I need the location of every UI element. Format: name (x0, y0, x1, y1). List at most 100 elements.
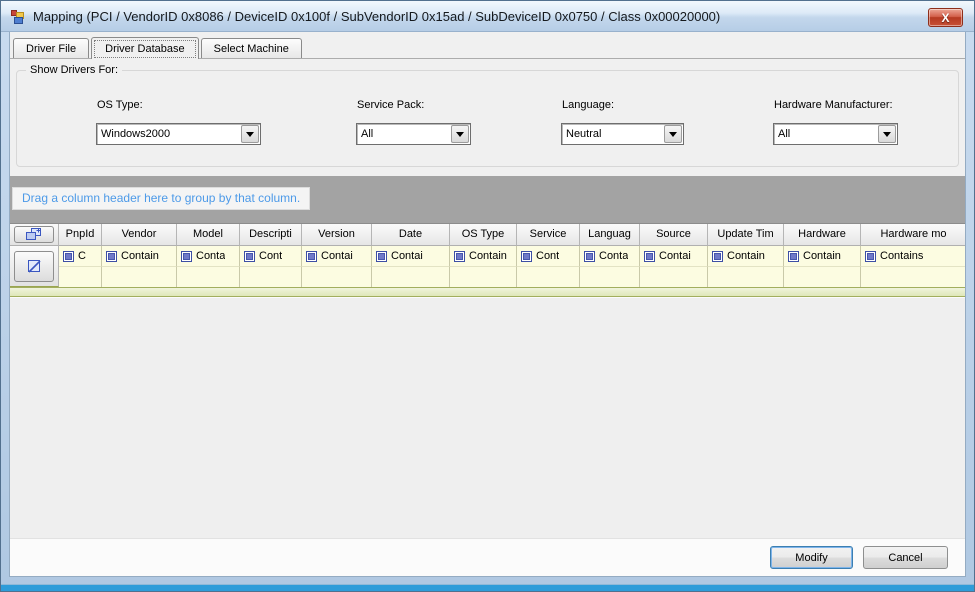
filter-operator-icon[interactable] (521, 250, 532, 262)
filter-operator-label: Contai (391, 250, 423, 262)
column-header-descripti[interactable]: Descripti (240, 224, 302, 246)
filter-column-hardware: Contain (784, 246, 861, 287)
edit-filter-button[interactable] (14, 250, 54, 282)
window-title: Mapping (PCI / VendorID 0x8086 / DeviceI… (33, 9, 721, 24)
filter-column-vendor: Contain (102, 246, 177, 287)
tab-label: Driver Database (105, 43, 185, 55)
filter-input-os-type[interactable] (450, 267, 517, 287)
filter-cell-os-type[interactable]: Contain (450, 246, 517, 267)
combo-language[interactable]: Neutral (561, 123, 684, 145)
filter-cell-service[interactable]: Cont (517, 246, 580, 267)
filter-operator-icon[interactable] (244, 250, 255, 262)
combo-dropdown-button[interactable] (451, 125, 469, 143)
filter-input-source[interactable] (640, 267, 708, 287)
filter-cell-descripti[interactable]: Cont (240, 246, 302, 267)
column-header-service[interactable]: Service (517, 224, 580, 246)
filter-column-os-type: Contain (450, 246, 517, 287)
tab-select-machine[interactable]: Select Machine (200, 38, 302, 58)
field-hardware-manufacturer: Hardware Manufacturer: All (773, 99, 898, 145)
column-header-hardware[interactable]: Hardware (784, 224, 861, 246)
filter-operator-label: Contain (121, 250, 159, 262)
filter-input-vendor[interactable] (102, 267, 177, 287)
cancel-button[interactable]: Cancel (863, 546, 948, 569)
filter-operator-icon[interactable] (306, 250, 317, 262)
filter-operator-icon[interactable] (865, 250, 876, 262)
filter-input-descripti[interactable] (240, 267, 302, 287)
filter-operator-label: Contai (321, 250, 353, 262)
filter-cell-hardware-mo[interactable]: Contains (861, 246, 965, 267)
filter-operator-icon[interactable] (788, 250, 799, 262)
filter-operator-label: Cont (536, 250, 560, 262)
filter-cell-languag[interactable]: Conta (580, 246, 640, 267)
group-by-band[interactable]: Drag a column header here to group by th… (10, 176, 965, 223)
field-service-pack: Service Pack: All (356, 99, 471, 145)
filter-operator-icon[interactable] (376, 250, 387, 262)
filter-input-model[interactable] (177, 267, 240, 287)
filter-cell-update-tim[interactable]: Contain (708, 246, 784, 267)
filter-input-hardware-mo[interactable] (861, 267, 965, 287)
column-header-vendor[interactable]: Vendor (102, 224, 177, 246)
modify-button[interactable]: Modify (770, 546, 853, 569)
footer-button-bar: Modify Cancel (10, 538, 965, 576)
filter-cell-pnpid[interactable]: C (59, 246, 102, 267)
filter-cell-model[interactable]: Conta (177, 246, 240, 267)
column-header-languag[interactable]: Languag (580, 224, 640, 246)
grid-filter-row-wrap: C Contain Conta Cont Contai Contai Contain Cont… (10, 246, 965, 287)
filter-operator-icon[interactable] (712, 250, 723, 262)
column-header-version[interactable]: Version (302, 224, 372, 246)
filter-indicator-cell (10, 246, 59, 287)
column-header-pnpid[interactable]: PnpId (59, 224, 102, 246)
filter-column-descripti: Cont (240, 246, 302, 287)
chevron-down-icon (669, 131, 677, 141)
column-header-source[interactable]: Source (640, 224, 708, 246)
combo-dropdown-button[interactable] (664, 125, 682, 143)
filter-cell-vendor[interactable]: Contain (102, 246, 177, 267)
tab-page-driver-database: Show Drivers For: OS Type: Windows2000 Ser… (10, 59, 965, 538)
filter-input-hardware[interactable] (784, 267, 861, 287)
combo-service-pack[interactable]: All (356, 123, 471, 145)
filter-input-date[interactable] (372, 267, 450, 287)
filter-cell-source[interactable]: Contai (640, 246, 708, 267)
grid-new-row-strip (10, 287, 965, 297)
filter-cell-date[interactable]: Contai (372, 246, 450, 267)
tab-driver-file[interactable]: Driver File (13, 38, 90, 58)
filter-cell-hardware[interactable]: Contain (784, 246, 861, 267)
filter-column-update-tim: Contain (708, 246, 784, 287)
filter-column-model: Conta (177, 246, 240, 287)
filter-column-version: Contai (302, 246, 372, 287)
show-drivers-group: Show Drivers For: OS Type: Windows2000 Ser… (16, 64, 959, 167)
filter-operator-icon[interactable] (644, 250, 655, 262)
combo-os-type[interactable]: Windows2000 (96, 123, 261, 145)
column-header-hardware-mo[interactable]: Hardware mo (861, 224, 965, 246)
window-bottom-edge (1, 584, 974, 591)
grid-body (10, 297, 965, 538)
filter-input-pnpid[interactable] (59, 267, 102, 287)
filter-operator-icon[interactable] (106, 250, 117, 262)
filter-cell-version[interactable]: Contai (302, 246, 372, 267)
filter-operator-icon[interactable] (454, 250, 465, 262)
filter-operator-icon[interactable] (63, 250, 74, 262)
combo-hardware-manufacturer[interactable]: All (773, 123, 898, 145)
column-header-model[interactable]: Model (177, 224, 240, 246)
header-indicator-cell (10, 224, 59, 246)
column-header-update-tim[interactable]: Update Tim (708, 224, 784, 246)
combo-dropdown-button[interactable] (878, 125, 896, 143)
column-header-os-type[interactable]: OS Type (450, 224, 517, 246)
close-icon: X (941, 10, 950, 25)
filter-input-version[interactable] (302, 267, 372, 287)
filter-input-update-tim[interactable] (708, 267, 784, 287)
titlebar[interactable]: Mapping (PCI / VendorID 0x8086 / DeviceI… (1, 1, 974, 32)
filter-operator-icon[interactable] (584, 250, 595, 262)
field-label-os-type: OS Type: (97, 99, 143, 111)
filter-input-service[interactable] (517, 267, 580, 287)
tab-driver-database[interactable]: Driver Database (91, 37, 199, 59)
filter-column-date: Contai (372, 246, 450, 287)
filter-input-languag[interactable] (580, 267, 640, 287)
column-chooser-button[interactable] (14, 226, 54, 243)
close-button[interactable]: X (928, 8, 963, 27)
combo-dropdown-button[interactable] (241, 125, 259, 143)
column-header-date[interactable]: Date (372, 224, 450, 246)
grid-header-row: PnpId Vendor Model Descripti Version Date OS T… (10, 223, 965, 246)
filter-column-pnpid: C (59, 246, 102, 287)
filter-operator-icon[interactable] (181, 250, 192, 262)
